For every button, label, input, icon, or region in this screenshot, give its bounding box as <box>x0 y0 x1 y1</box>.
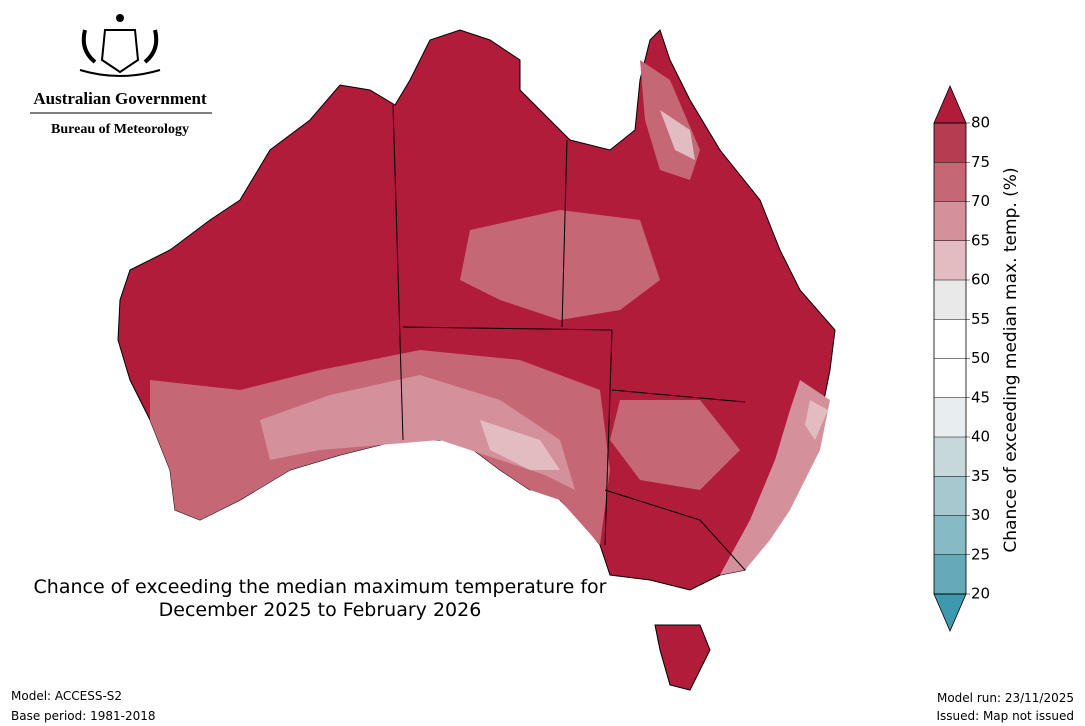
colorbar-band <box>934 397 966 437</box>
logo-line1: Australian Government <box>33 89 207 108</box>
colorbar-tick-label: 75 <box>971 153 990 171</box>
colorbar-tick-label: 30 <box>971 506 990 524</box>
colorbar-tick-label: 80 <box>971 114 990 132</box>
colorbar-label: Chance of exceeding median max. temp. (%… <box>1001 167 1021 552</box>
colorbar-band <box>934 358 966 398</box>
map-title: December 2025 to February 2026 <box>159 599 482 621</box>
colorbar-band <box>934 201 966 241</box>
colorbar-band <box>934 476 966 516</box>
colorbar-tick-label: 65 <box>971 231 990 249</box>
footer-issued: Issued: Map not issued <box>936 709 1074 723</box>
colorbar-tick-label: 35 <box>971 467 990 485</box>
colorbar-band <box>934 280 966 320</box>
colorbar-band <box>934 162 966 202</box>
colorbar-band <box>934 123 966 163</box>
colorbar-tick-label: 25 <box>971 545 990 563</box>
colorbar-tick-label: 20 <box>971 585 990 603</box>
logo-line2: Bureau of Meteorology <box>51 122 189 137</box>
colorbar-tick-label: 50 <box>971 349 990 367</box>
colorbar: 20 25 30 35 40 45 50 55 60 65 70 75 80 <box>933 84 990 633</box>
colorbar-band <box>934 240 966 280</box>
colorbar-tick-label: 45 <box>971 388 990 406</box>
colorbar-tick-label: 40 <box>971 428 990 446</box>
colorbar-band <box>934 515 966 555</box>
footer-base-period: Base period: 1981-2018 <box>11 709 156 723</box>
colorbar-tick-label: 60 <box>971 271 990 289</box>
colorbar-tick-label: 70 <box>971 192 990 210</box>
colorbar-band <box>934 319 966 359</box>
logo: Australian Government Bureau of Meteorol… <box>30 14 212 137</box>
colorbar-tick-label: 55 <box>971 310 990 328</box>
colorbar-band <box>934 437 966 477</box>
footer-model: Model: ACCESS-S2 <box>11 689 122 703</box>
australia-map <box>117 29 836 691</box>
footer-model-run: Model run: 23/11/2025 <box>937 691 1074 705</box>
map-title: Chance of exceeding the median maximum t… <box>34 576 607 598</box>
colorbar-band <box>934 554 966 594</box>
